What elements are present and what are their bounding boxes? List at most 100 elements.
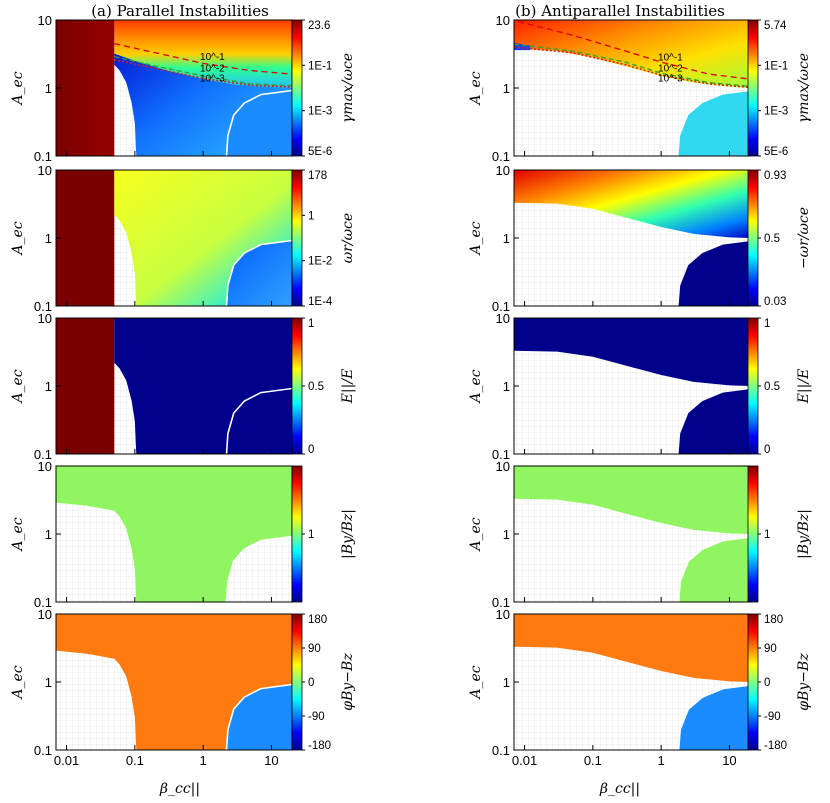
contour-line <box>114 59 292 88</box>
colorbar-tick-label: 23.6 <box>308 20 330 32</box>
colorbar-tick-label: 1E-3 <box>764 106 788 118</box>
y-tick-label: 10 <box>38 13 52 28</box>
y-axis-label: A_ec <box>468 221 484 256</box>
unstable-region <box>514 466 750 534</box>
y-tick-label: 1 <box>45 81 52 96</box>
plot-area <box>514 614 750 750</box>
secondary-region <box>226 240 292 306</box>
contour-label: 10^-2 <box>658 63 683 74</box>
contour-line <box>517 20 750 80</box>
colorbar-tick-label: 0.03 <box>764 296 786 308</box>
colorbar-tick-label: 1 <box>764 529 770 541</box>
contour-label: 10^-3 <box>200 73 225 84</box>
colorbar-tick-label: 5.74 <box>764 20 787 32</box>
contour-line <box>514 43 750 87</box>
colorbar-tick-label: -90 <box>308 711 325 723</box>
colorbar-tick-label: 0 <box>308 444 314 456</box>
plot-area <box>56 170 292 306</box>
colorbar-label: γmax/ωce <box>796 53 812 123</box>
colorbar-label: −ωr/ωce <box>796 207 812 269</box>
colorbar-label: E||/E <box>340 369 356 405</box>
y-tick-label: 1 <box>503 527 510 542</box>
y-tick-label: 10 <box>496 163 510 178</box>
plot-area <box>514 318 750 454</box>
x-axis-label-right: β_cc|| <box>599 781 640 797</box>
y-tick-label: 1 <box>45 379 52 394</box>
colorbar-tick-label: 0.5 <box>764 233 780 245</box>
colorbar-tick-label: 0.5 <box>308 381 324 393</box>
secondary-region <box>678 241 750 306</box>
y-tick-label: 1 <box>503 379 510 394</box>
boundary-line <box>677 684 750 750</box>
colorbar-tick-label: 1 <box>308 529 314 541</box>
colorbar-label: ωr/ωce <box>340 213 356 263</box>
unstable-region <box>56 614 292 750</box>
y-axis-label: A_ec <box>468 369 484 404</box>
y-tick-label: 0.1 <box>492 447 510 462</box>
colorbar-tick-label: -180 <box>764 740 787 752</box>
low-beta-region <box>56 318 115 454</box>
x-tick-label: 10 <box>722 753 736 768</box>
colorbar-tick-label: 1 <box>764 318 770 330</box>
unstable-region <box>514 614 750 682</box>
colorbar-tick-label: -180 <box>308 740 331 752</box>
colorbar-tick-label: 5E-6 <box>308 146 332 158</box>
y-tick-label: 10 <box>496 459 510 474</box>
title-left: (a) Parallel Instabilities <box>91 2 269 20</box>
unstable-region <box>114 170 292 306</box>
panel-b4: 0.1 1 10 A_ec 1 |By/Bz| <box>468 459 812 610</box>
colorbar-tick-label: -90 <box>764 711 781 723</box>
y-axis-label: A_ec <box>10 665 26 700</box>
plot-area <box>514 466 750 602</box>
colorbar-tick-label: 178 <box>308 170 327 182</box>
secondary-region <box>678 685 750 750</box>
contour-label: 10^-1 <box>658 52 683 63</box>
contour-label: 10^-1 <box>200 52 225 63</box>
unstable-region <box>514 170 750 238</box>
colorbar-label: E||/E <box>796 369 812 405</box>
colorbar-tick-label: 1E-1 <box>308 60 332 72</box>
panel-a3: 0.1 1 10 A_ec 1 0.5 0 E||/E <box>10 311 356 462</box>
title-right: (b) Antiparallel Instabilities <box>515 2 725 20</box>
secondary-region <box>226 90 292 156</box>
y-tick-label: 1 <box>45 527 52 542</box>
x-axis-label-left: β_cc|| <box>159 781 200 797</box>
colorbar-label: γmax/ωce <box>340 53 356 123</box>
boundary-line <box>225 89 292 156</box>
colorbar-label: |By/Bz| <box>340 509 356 559</box>
y-tick-label: 10 <box>38 163 52 178</box>
y-tick-label: 0.1 <box>492 299 510 314</box>
y-axis-label: A_ec <box>10 221 26 256</box>
plot-area <box>56 614 292 750</box>
colorbar-tick-label: 1E-2 <box>308 256 332 268</box>
x-tick-label: 0.01 <box>512 753 537 768</box>
y-tick-label: 0.1 <box>492 149 510 164</box>
y-axis-label: A_ec <box>468 517 484 552</box>
colorbar-tick-label: 1E-1 <box>764 60 788 72</box>
colorbar-tick-label: 1 <box>308 318 314 330</box>
colorbar <box>747 19 759 157</box>
colorbar-tick-label: 0 <box>764 444 770 456</box>
y-tick-label: 10 <box>38 459 52 474</box>
contour-label: 10^-3 <box>658 73 683 84</box>
low-beta-region <box>56 20 115 156</box>
boundary-line <box>677 536 750 602</box>
contour-label: 10^-2 <box>200 63 225 74</box>
x-tick-label: 1 <box>658 753 665 768</box>
colorbar <box>291 19 303 157</box>
panel-a4: 0.1 1 10 A_ec 1 |By/Bz| <box>10 459 356 610</box>
low-beta-region <box>56 170 115 306</box>
high-growth-region <box>114 20 292 88</box>
colorbar <box>747 465 759 603</box>
boundary-line <box>225 239 292 306</box>
unstable-region <box>514 318 750 386</box>
colorbar <box>747 317 759 455</box>
boundary-line <box>225 535 292 602</box>
y-axis-label: A_ec <box>10 369 26 404</box>
y-tick-label: 1 <box>503 81 510 96</box>
y-tick-label: 10 <box>496 607 510 622</box>
colorbar <box>291 613 303 751</box>
colorbar-tick-label: 0.93 <box>764 170 786 182</box>
